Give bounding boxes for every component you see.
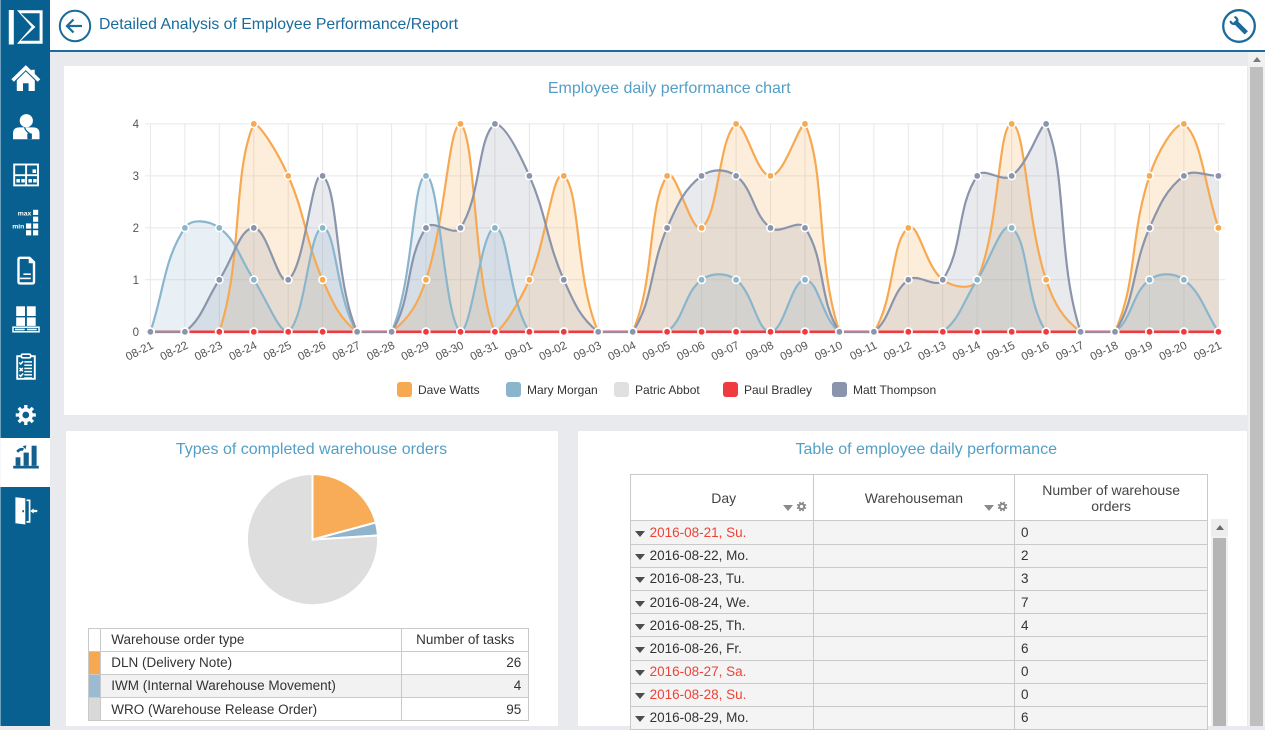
svg-text:max: max: [18, 210, 32, 217]
svg-text:09-15: 09-15: [985, 339, 1017, 363]
svg-text:09-20: 09-20: [1158, 339, 1190, 363]
svg-text:08-27: 08-27: [331, 339, 363, 363]
svg-text:08-25: 08-25: [262, 339, 294, 363]
svg-text:08-24: 08-24: [227, 339, 259, 363]
svg-text:08-30: 08-30: [434, 339, 466, 363]
svg-text:09-02: 09-02: [537, 339, 569, 363]
svg-text:09-06: 09-06: [675, 339, 707, 363]
svg-text:min: min: [12, 224, 24, 231]
svg-text:09-13: 09-13: [916, 339, 948, 363]
svg-text:09-19: 09-19: [1123, 339, 1155, 363]
svg-text:09-18: 09-18: [1089, 339, 1121, 363]
svg-text:09-09: 09-09: [779, 339, 811, 363]
svg-text:08-21: 08-21: [124, 339, 156, 363]
svg-text:2: 2: [133, 222, 139, 234]
svg-text:09-03: 09-03: [572, 339, 604, 363]
svg-text:09-08: 09-08: [744, 339, 776, 363]
svg-text:0: 0: [133, 326, 139, 338]
svg-text:08-26: 08-26: [296, 339, 328, 363]
svg-text:4: 4: [133, 118, 140, 130]
svg-text:09-12: 09-12: [882, 339, 914, 363]
svg-text:09-14: 09-14: [951, 339, 983, 363]
svg-text:08-31: 08-31: [469, 339, 501, 363]
svg-text:08-29: 08-29: [400, 339, 432, 363]
svg-text:08-28: 08-28: [365, 339, 397, 363]
svg-text:09-16: 09-16: [1020, 339, 1052, 363]
svg-text:09-11: 09-11: [848, 339, 879, 362]
svg-text:09-21: 09-21: [1192, 339, 1224, 363]
svg-text:09-01: 09-01: [503, 339, 535, 363]
svg-text:09-10: 09-10: [813, 339, 845, 363]
svg-text:3: 3: [133, 170, 139, 182]
svg-text:09-17: 09-17: [1054, 339, 1086, 363]
svg-text:08-23: 08-23: [193, 339, 225, 363]
svg-text:1: 1: [133, 274, 139, 286]
svg-text:09-04: 09-04: [606, 339, 638, 363]
svg-text:08-22: 08-22: [159, 339, 191, 363]
svg-text:09-07: 09-07: [710, 339, 742, 363]
svg-text:09-05: 09-05: [641, 339, 673, 363]
